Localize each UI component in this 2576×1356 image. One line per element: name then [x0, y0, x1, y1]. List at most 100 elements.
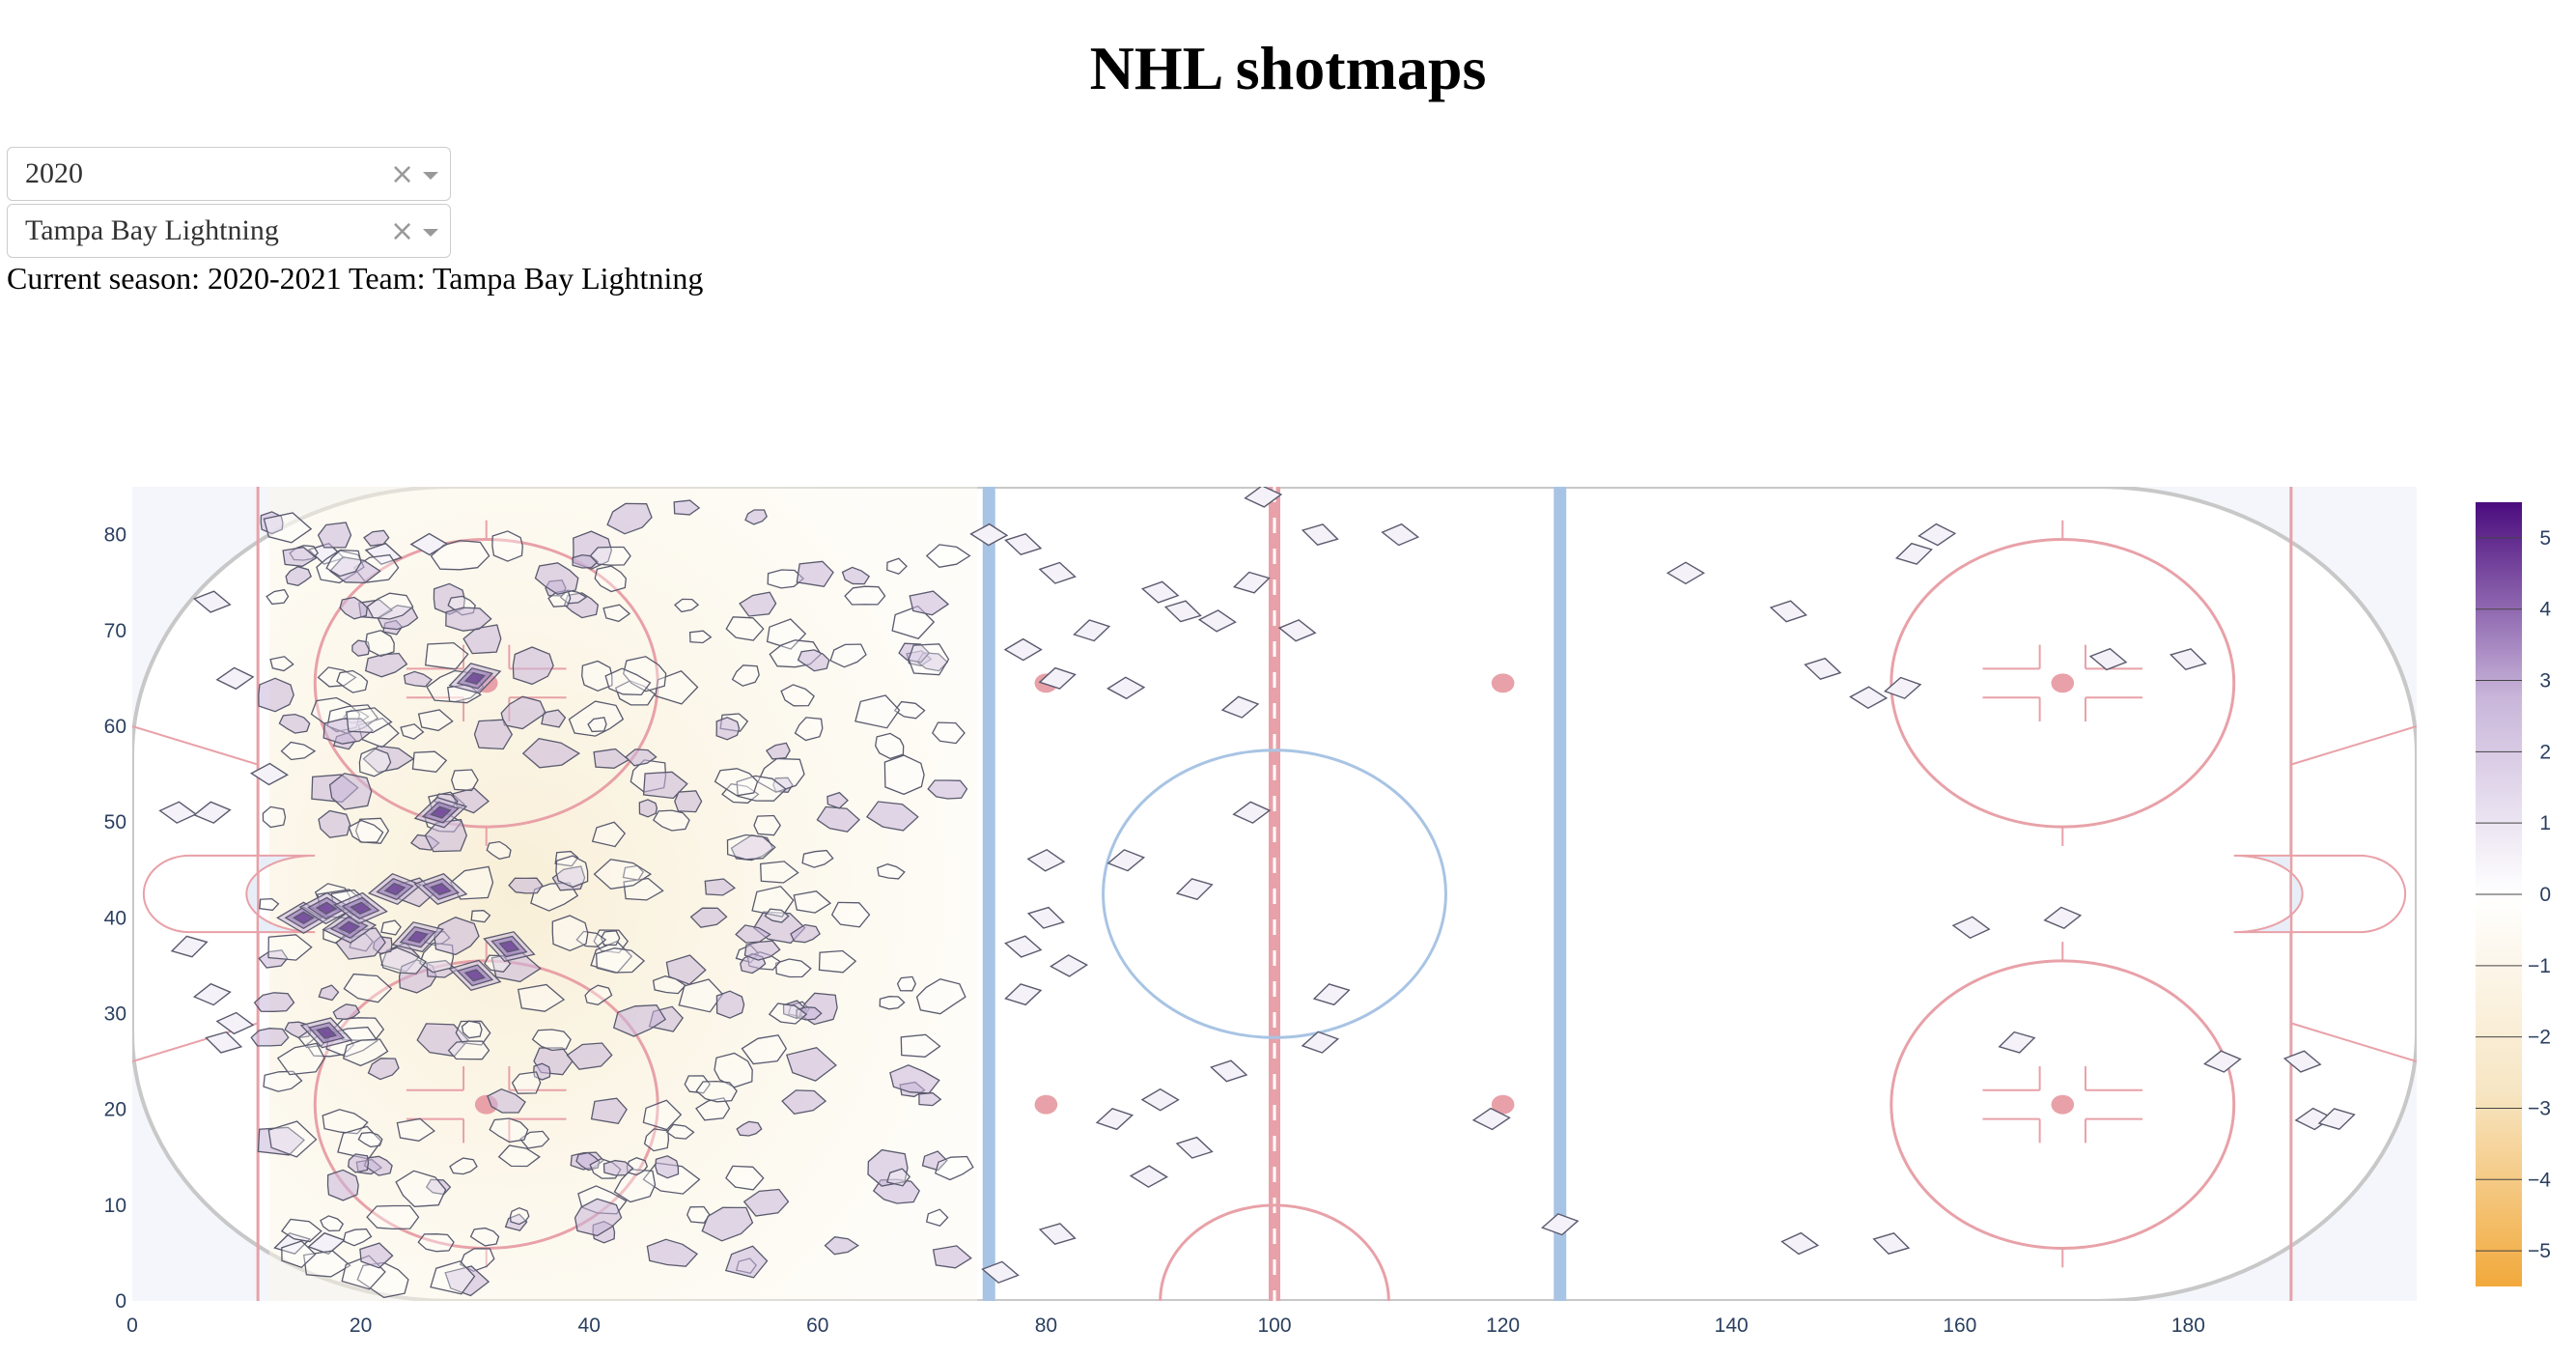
shot-contour — [326, 1169, 359, 1201]
shot-contour — [459, 1248, 495, 1272]
shot-contour — [818, 949, 857, 974]
shot-contour — [1050, 954, 1089, 977]
shot-contour — [512, 646, 554, 686]
x-tick: 20 — [350, 1314, 372, 1337]
shot-contour — [258, 677, 294, 713]
shot-contour — [590, 1097, 628, 1125]
shot-contour — [403, 670, 433, 688]
shot-contour — [336, 669, 369, 693]
shot-contour — [461, 1020, 483, 1039]
shot-contour — [604, 667, 652, 696]
shot-contour — [673, 499, 701, 516]
shot-contour — [925, 544, 971, 568]
shot-contour — [854, 694, 901, 729]
shot-contour — [1210, 1059, 1248, 1083]
shot-contour — [1140, 1088, 1180, 1112]
shot-contour — [302, 1250, 351, 1278]
colorbar-tick: −2 — [2476, 1027, 2551, 1049]
shot-contour — [1026, 848, 1066, 872]
shot-contour — [192, 982, 232, 1006]
shot-contour — [736, 1120, 763, 1137]
x-tick: 180 — [2171, 1314, 2205, 1337]
shot-contour — [757, 757, 805, 793]
colorbar-tick: 5 — [2476, 527, 2551, 550]
shot-contour — [1883, 676, 1922, 699]
shot-contour — [1277, 619, 1317, 642]
x-tick-label: 60 — [806, 1314, 828, 1337]
colorbar-tick-label: 3 — [2539, 670, 2551, 692]
colorbar-tick-label: −4 — [2528, 1169, 2551, 1191]
team-dropdown[interactable]: Tampa Bay Lightning × — [7, 204, 451, 258]
hotspot-contour — [315, 901, 338, 916]
shot-contour — [886, 557, 908, 576]
team-clear-icon[interactable]: × — [390, 214, 415, 248]
shot-contour — [829, 643, 867, 668]
y-tick: 10 — [104, 1195, 126, 1217]
faceoff-hash — [508, 1117, 567, 1144]
shot-contour — [521, 737, 581, 769]
shot-contour — [566, 1042, 613, 1070]
shot-contour — [655, 1155, 680, 1179]
shot-contour — [278, 713, 311, 734]
shot-contour — [918, 1091, 942, 1107]
shot-contour — [602, 604, 631, 623]
shot-contour — [796, 560, 834, 588]
hotspot-contour — [293, 911, 315, 925]
season-chevron-down-icon[interactable] — [423, 172, 438, 180]
faceoff-hash — [1982, 1117, 2041, 1144]
shot-contour — [781, 1089, 827, 1116]
x-tick-label: 80 — [1035, 1314, 1057, 1337]
shot-contour — [1140, 580, 1180, 604]
shot-contour — [470, 910, 491, 923]
shot-contour — [541, 709, 567, 728]
shot-contour — [2203, 1050, 2242, 1073]
y-tick: 0 — [115, 1290, 126, 1313]
shot-contour — [451, 769, 479, 792]
team-chevron-down-icon[interactable] — [423, 229, 438, 237]
colorbar-tick: 1 — [2476, 812, 2551, 834]
shot-contour — [742, 1188, 790, 1217]
shot-contour — [1769, 600, 1807, 623]
shot-contour — [1232, 801, 1272, 824]
shot-contour — [269, 656, 294, 672]
shot-contour — [741, 1034, 788, 1065]
shot-contour — [320, 1215, 345, 1232]
shot-contour — [612, 1004, 667, 1037]
shot-contour — [462, 624, 502, 655]
shot-contour — [262, 805, 287, 829]
shot-contour — [785, 1046, 837, 1082]
colorbar-tick-label: −2 — [2528, 1027, 2551, 1049]
shot-contour — [2043, 906, 2083, 930]
shot-contour — [642, 771, 688, 800]
shot-contour — [1163, 600, 1202, 623]
shot-contour — [455, 1020, 491, 1046]
shot-contour — [328, 773, 373, 810]
season-dropdown[interactable]: 2020 × — [7, 147, 451, 201]
shot-contour — [731, 664, 760, 687]
shot-contour — [263, 512, 313, 544]
shot-contour — [424, 818, 467, 853]
shot-contour — [701, 1206, 754, 1242]
trapezoid-right — [2290, 724, 2417, 1063]
shot-contour — [1073, 619, 1111, 642]
colorbar-tick-label: −3 — [2528, 1097, 2551, 1119]
shot-contour — [358, 748, 392, 777]
shot-contour — [280, 741, 317, 761]
shot-contour — [263, 1070, 303, 1092]
shot-contour — [348, 1153, 370, 1173]
shot-contour — [678, 978, 724, 1013]
plot-area — [132, 487, 2417, 1301]
y-tick-label: 10 — [104, 1195, 126, 1217]
hotspot-contour — [383, 882, 406, 896]
season-clear-icon[interactable]: × — [390, 157, 415, 191]
colorbar-tick: 3 — [2476, 670, 2551, 692]
colorbar-tick: 2 — [2476, 741, 2551, 763]
shot-contour — [715, 717, 741, 741]
rink-group — [132, 487, 2417, 1301]
shot-contour — [339, 596, 368, 620]
shot-contour — [342, 1228, 373, 1247]
shot-contour — [879, 996, 906, 1010]
shot-contour — [1872, 1232, 1911, 1255]
shot-contour — [205, 1031, 243, 1054]
shot-contour — [280, 1218, 322, 1243]
